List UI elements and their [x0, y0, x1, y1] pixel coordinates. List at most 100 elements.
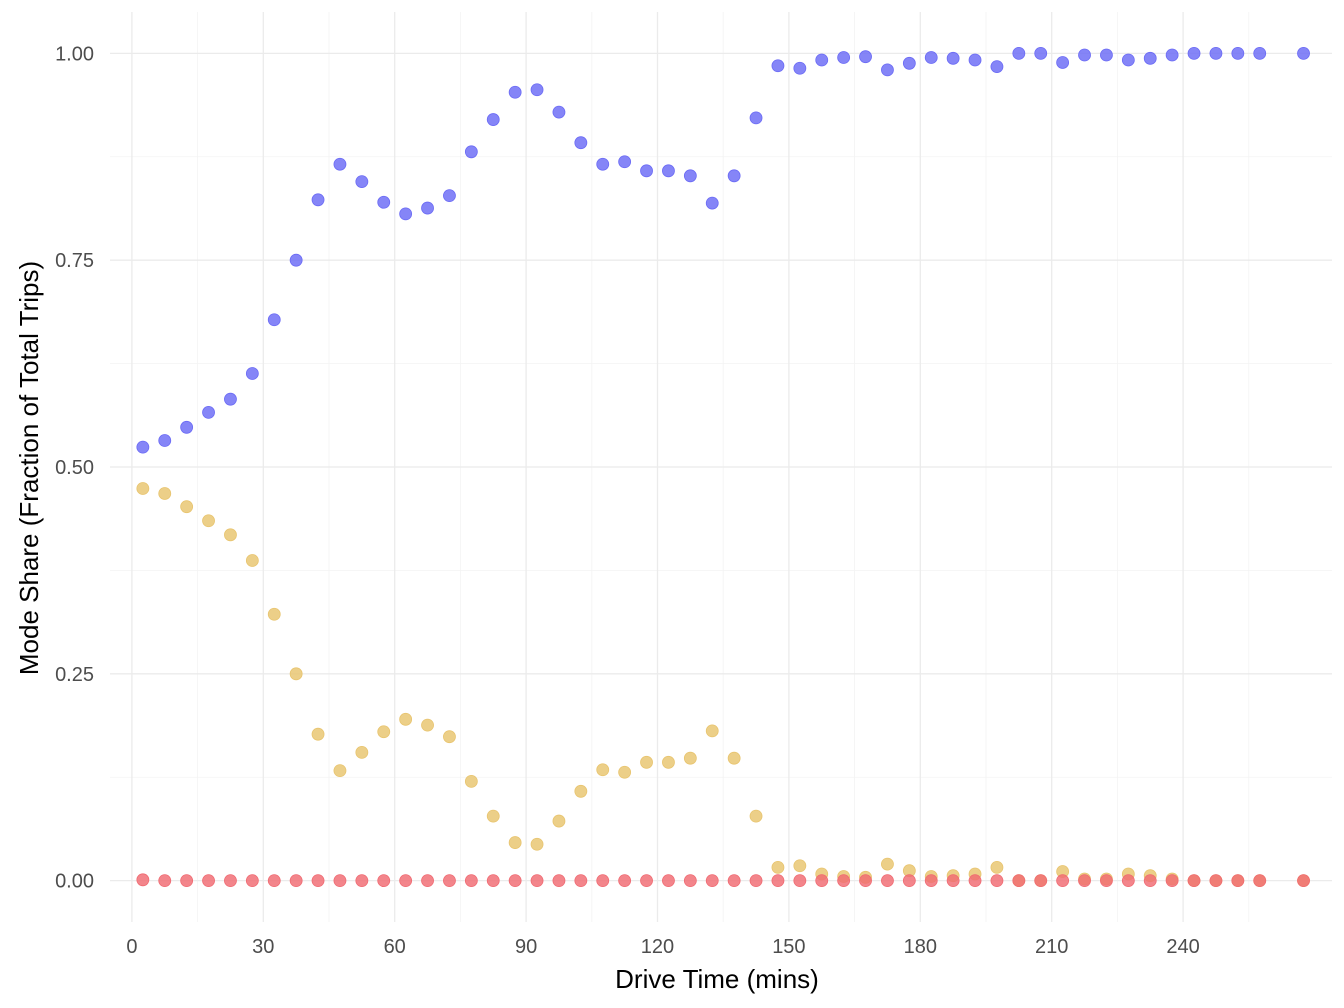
data-point	[136, 482, 150, 495]
data-point	[1297, 874, 1310, 888]
data-point	[793, 874, 807, 888]
data-point	[136, 873, 150, 887]
data-point	[289, 874, 303, 888]
data-point	[158, 874, 172, 888]
data-point	[618, 765, 632, 779]
data-point	[705, 874, 719, 888]
x-tick-label: 150	[772, 936, 805, 958]
data-point	[1078, 874, 1091, 888]
data-point	[443, 874, 456, 888]
data-point	[180, 874, 194, 888]
data-point	[727, 169, 741, 183]
data-point	[1012, 46, 1026, 60]
x-tick-label: 240	[1166, 936, 1199, 958]
x-tick-labels: 0 30 60 90 120 150 180 210 240	[126, 936, 1199, 958]
data-point	[902, 56, 916, 70]
data-point	[530, 837, 544, 851]
data-point	[683, 874, 697, 888]
data-point	[662, 874, 675, 888]
data-point	[881, 857, 894, 871]
y-axis-title: Mode Share (Fraction of Total Trips)	[14, 261, 44, 675]
data-point	[705, 196, 719, 210]
data-point	[486, 809, 500, 823]
data-point	[815, 53, 829, 67]
data-point	[793, 859, 807, 873]
data-point	[1187, 874, 1201, 888]
data-point	[1253, 874, 1267, 888]
y-tick-label: 0.75	[55, 250, 94, 272]
data-point	[1056, 874, 1070, 888]
x-axis-title: Drive Time (mins)	[615, 964, 819, 994]
data-point	[399, 207, 413, 221]
data-point	[574, 784, 588, 798]
data-point	[355, 175, 369, 188]
data-point	[486, 874, 500, 888]
data-point	[311, 874, 325, 888]
data-point	[267, 313, 281, 327]
data-point	[771, 861, 785, 874]
data-point	[662, 164, 675, 178]
data-point	[924, 874, 938, 888]
data-point	[1187, 46, 1201, 60]
data-point	[1012, 874, 1026, 888]
data-point	[399, 712, 413, 726]
data-point	[552, 814, 566, 828]
data-point	[640, 164, 653, 178]
data-point	[574, 136, 588, 150]
data-point	[793, 61, 807, 75]
data-point	[421, 718, 434, 732]
y-tick-labels: 0.00 0.25 0.50 0.75 1.00	[55, 43, 94, 892]
data-point	[377, 874, 391, 888]
data-point	[508, 874, 522, 888]
data-point	[202, 405, 215, 419]
data-point	[202, 874, 215, 888]
data-point	[355, 746, 369, 759]
series-1	[136, 46, 1310, 454]
data-point	[968, 53, 982, 67]
data-point	[333, 157, 347, 171]
data-point	[464, 874, 478, 888]
x-tick-label: 90	[515, 936, 537, 958]
data-point	[574, 874, 588, 888]
data-point	[640, 874, 653, 888]
data-point	[1253, 46, 1267, 60]
data-point	[1034, 46, 1048, 60]
data-point	[1078, 48, 1091, 62]
data-point	[1100, 48, 1113, 62]
x-tick-label: 0	[126, 936, 137, 958]
data-point	[202, 514, 215, 528]
data-point	[1297, 46, 1310, 60]
data-point	[245, 367, 259, 380]
data-point	[464, 774, 478, 788]
data-point	[552, 874, 566, 888]
data-point	[421, 201, 434, 215]
x-tick-label: 180	[904, 936, 937, 958]
data-point	[224, 874, 237, 888]
data-point	[333, 764, 347, 778]
x-tick-label: 60	[384, 936, 406, 958]
data-point	[552, 105, 566, 119]
y-tick-label: 1.00	[55, 43, 94, 65]
data-point	[377, 195, 391, 209]
data-point	[443, 189, 456, 203]
data-point	[771, 59, 785, 73]
data-point	[662, 755, 675, 769]
data-point	[990, 861, 1004, 874]
data-point	[245, 554, 259, 567]
data-point	[158, 487, 172, 500]
data-point	[837, 874, 851, 888]
data-point	[289, 667, 303, 681]
data-point	[1121, 874, 1135, 888]
data-point	[683, 169, 697, 183]
data-point	[1034, 874, 1048, 888]
data-point	[705, 724, 719, 738]
data-point	[267, 874, 281, 888]
data-point	[1143, 874, 1157, 888]
data-point	[946, 874, 960, 888]
data-point	[727, 751, 741, 765]
data-point	[1165, 874, 1179, 888]
data-point	[289, 253, 303, 267]
data-point	[421, 874, 434, 888]
data-point	[245, 874, 259, 888]
x-tick-label: 30	[252, 936, 274, 958]
